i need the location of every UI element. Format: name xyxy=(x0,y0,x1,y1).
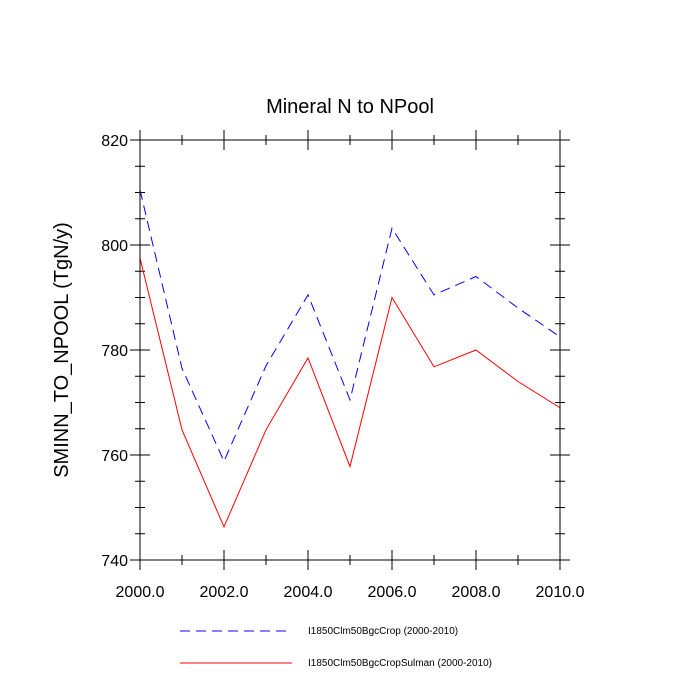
x-tick-label: 2010.0 xyxy=(536,584,585,601)
plot-frame xyxy=(139,139,561,561)
series-line-2 xyxy=(139,258,561,529)
y-tick-label: 740 xyxy=(101,553,128,570)
chart-title: Mineral N to NPool xyxy=(266,96,434,118)
y-tick-label: 780 xyxy=(101,343,128,360)
y-tick-label: 800 xyxy=(101,238,128,255)
legend: I1850Clm50BgcCrop (2000-2010) I1850Clm50B… xyxy=(180,626,492,669)
series-layer xyxy=(139,189,561,529)
x-tick-label: 2008.0 xyxy=(452,584,501,601)
y-tick-label: 820 xyxy=(101,133,128,150)
tick-layer: 740 760 780 800 820 2000.0 2002.0 2004.0 2006.0 2… xyxy=(101,130,585,601)
y-axis-label: SMINN_TO_NPOOL (TgN/y) xyxy=(51,222,73,478)
y-tick-label: 760 xyxy=(101,448,128,465)
x-tick-label: 2002.0 xyxy=(200,584,249,601)
legend-label-1: I1850Clm50BgcCrop (2000-2010) xyxy=(308,626,458,637)
series-line-1 xyxy=(139,189,561,463)
x-tick-label: 2004.0 xyxy=(284,584,333,601)
x-tick-label: 2006.0 xyxy=(368,584,417,601)
x-tick-label: 2000.0 xyxy=(116,584,165,601)
legend-label-2: I1850Clm50BgcCropSulman (2000-2010) xyxy=(308,658,492,669)
